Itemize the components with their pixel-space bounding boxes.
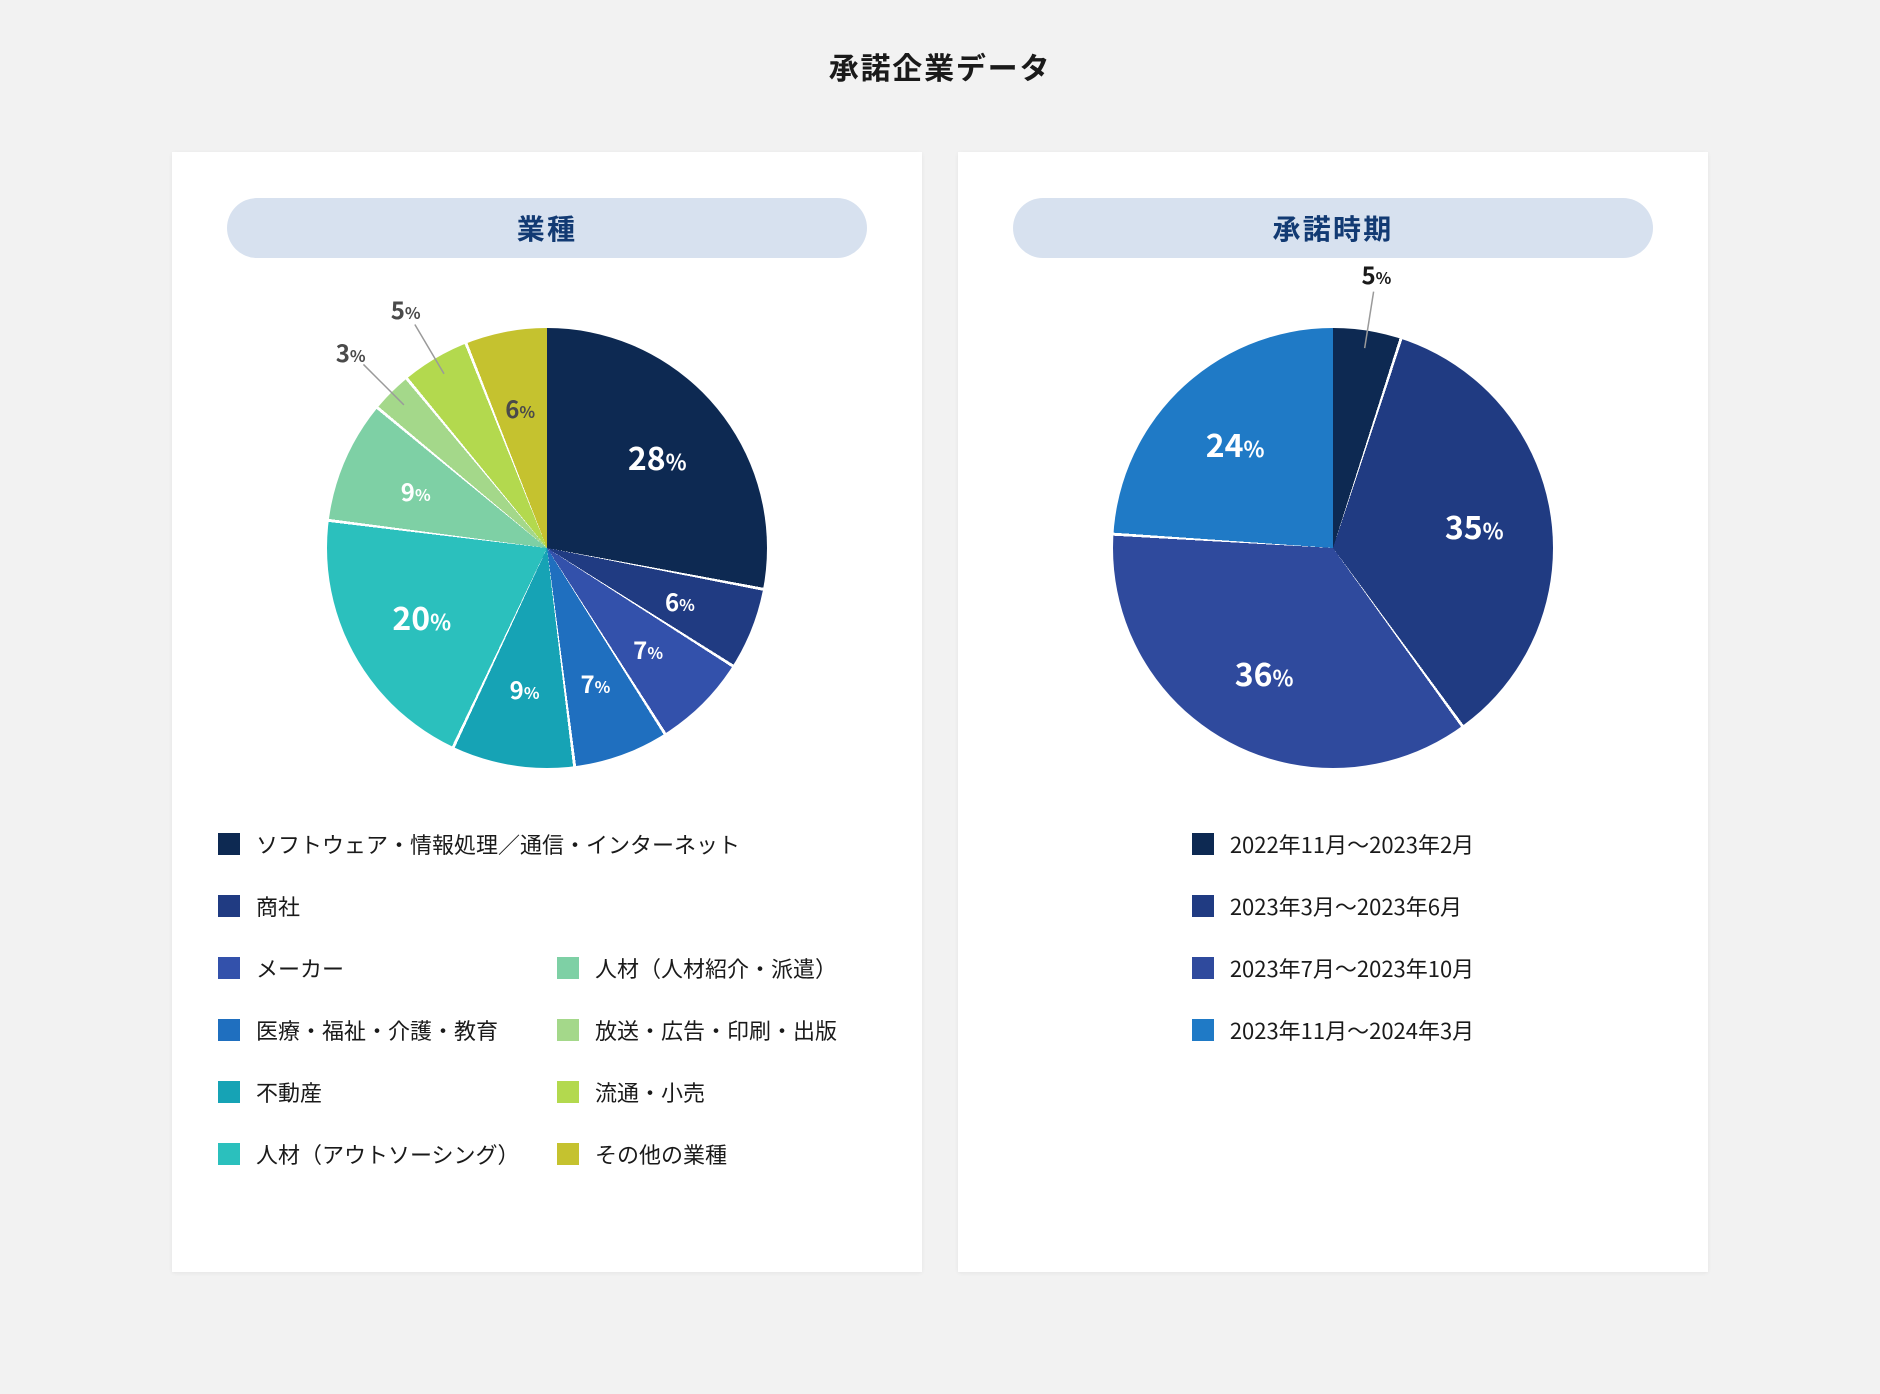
chart-card: 承諾時期5%35%36%24%2022年11月～2023年2月2023年3月～2… bbox=[958, 152, 1708, 1272]
pie-slice-label: 3% bbox=[336, 340, 366, 364]
legend-label: ソフトウェア・情報処理／通信・インターネット bbox=[256, 828, 740, 860]
pie-slice-value: 7 bbox=[633, 631, 647, 666]
pie-slice-value: 20 bbox=[392, 594, 430, 640]
legend-item: その他の業種 bbox=[557, 1138, 876, 1170]
pie-slice-value: 9 bbox=[510, 671, 524, 706]
legend-swatch bbox=[1192, 833, 1214, 855]
legend-item: 2023年7月～2023年10月 bbox=[1192, 952, 1474, 984]
pie-slice-label: 6% bbox=[505, 396, 535, 420]
legend-item: 2022年11月～2023年2月 bbox=[1192, 828, 1474, 860]
legend: ソフトウェア・情報処理／通信・インターネット商社メーカー医療・福祉・介護・教育不… bbox=[218, 828, 876, 1200]
legend-item: 不動産 bbox=[218, 1076, 537, 1108]
percent-sign: % bbox=[519, 399, 535, 423]
legend-label: 人材（人材紹介・派遣） bbox=[595, 952, 837, 984]
legend-item: 流通・小売 bbox=[557, 1076, 876, 1108]
percent-sign: % bbox=[1376, 265, 1392, 289]
percent-sign: % bbox=[595, 674, 611, 698]
percent-sign: % bbox=[415, 482, 431, 506]
legend-swatch bbox=[218, 833, 240, 855]
pie-slice-value: 35 bbox=[1445, 503, 1483, 549]
legend-swatch bbox=[1192, 895, 1214, 917]
pie-slice-value: 24 bbox=[1206, 421, 1244, 467]
card-title: 業種 bbox=[227, 198, 867, 258]
legend-swatch bbox=[1192, 1019, 1214, 1041]
legend-label: 医療・福祉・介護・教育 bbox=[256, 1014, 498, 1046]
callout-line bbox=[217, 218, 877, 878]
pie-slice-value: 5 bbox=[1361, 256, 1375, 291]
legend-label: 放送・広告・印刷・出版 bbox=[595, 1014, 837, 1046]
percent-sign: % bbox=[1273, 662, 1294, 693]
legend-swatch bbox=[557, 957, 579, 979]
percent-sign: % bbox=[1244, 433, 1265, 464]
legend-item: 2023年11月～2024年3月 bbox=[1192, 1014, 1474, 1046]
legend-swatch bbox=[557, 1143, 579, 1165]
legend-item: ソフトウェア・情報処理／通信・インターネット bbox=[218, 828, 876, 860]
legend-item: 人材（アウトソーシング） bbox=[218, 1138, 537, 1170]
pie-slice-label: 36% bbox=[1235, 657, 1294, 689]
pie-slice-value: 9 bbox=[401, 473, 415, 508]
percent-sign: % bbox=[1483, 515, 1504, 546]
pie-slice-label: 9% bbox=[510, 677, 540, 701]
percent-sign: % bbox=[666, 446, 687, 477]
legend-swatch bbox=[1192, 957, 1214, 979]
legend-item: 人材（人材紹介・派遣） bbox=[557, 952, 876, 984]
legend-label: 2023年7月～2023年10月 bbox=[1230, 952, 1474, 984]
legend-label: 商社 bbox=[256, 890, 300, 922]
percent-sign: % bbox=[524, 680, 540, 704]
legend: 2022年11月～2023年2月 2023年3月～2023年6月 2023年7月～2… bbox=[1004, 828, 1662, 1076]
legend-label: メーカー bbox=[256, 952, 344, 984]
pie-slice-value: 28 bbox=[628, 434, 666, 480]
legend-item: 医療・福祉・介護・教育 bbox=[218, 1014, 537, 1046]
pie-slice-label: 7% bbox=[633, 637, 663, 661]
percent-sign: % bbox=[647, 640, 663, 664]
pie-slice-value: 6 bbox=[665, 583, 679, 618]
legend-swatch bbox=[218, 895, 240, 917]
legend-label: 流通・小売 bbox=[595, 1076, 705, 1108]
chart-card: 業種28%6%7%7%9%20%9%3%5%6%ソフトウェア・情報処理／通信・イ… bbox=[172, 152, 922, 1272]
legend-swatch bbox=[218, 1143, 240, 1165]
pie-slice-label: 5% bbox=[1361, 262, 1391, 286]
legend-swatch bbox=[218, 1019, 240, 1041]
pie-slice-value: 5 bbox=[391, 291, 405, 326]
legend-item: 放送・広告・印刷・出版 bbox=[557, 1014, 876, 1046]
legend-label: 2023年3月～2023年6月 bbox=[1230, 890, 1462, 922]
pie-chart: 28%6%7%7%9%20%9%3%5%6% bbox=[327, 328, 767, 768]
legend-label: 2023年11月～2024年3月 bbox=[1230, 1014, 1474, 1046]
pie-slice-label: 35% bbox=[1445, 510, 1504, 542]
callout-line bbox=[217, 218, 877, 878]
pie-slice-label: 28% bbox=[628, 441, 687, 473]
legend-swatch bbox=[218, 1081, 240, 1103]
percent-sign: % bbox=[679, 592, 695, 616]
legend-label: 2022年11月～2023年2月 bbox=[1230, 828, 1474, 860]
legend-swatch bbox=[557, 1019, 579, 1041]
pie-slice-label: 5% bbox=[391, 297, 421, 321]
legend-swatch bbox=[557, 1081, 579, 1103]
percent-sign: % bbox=[405, 300, 421, 324]
legend-label: 人材（アウトソーシング） bbox=[256, 1138, 520, 1170]
pie-slice-label: 6% bbox=[665, 589, 695, 613]
page-title: 承諾企業データ bbox=[0, 44, 1880, 88]
pie-chart: 5%35%36%24% bbox=[1113, 328, 1553, 768]
pie-slice-value: 7 bbox=[580, 665, 594, 700]
percent-sign: % bbox=[430, 606, 451, 637]
legend-label: 不動産 bbox=[256, 1076, 322, 1108]
cards-row: 業種28%6%7%7%9%20%9%3%5%6%ソフトウェア・情報処理／通信・イ… bbox=[0, 152, 1880, 1272]
legend-item: 2023年3月～2023年6月 bbox=[1192, 890, 1474, 922]
legend-item: メーカー bbox=[218, 952, 537, 984]
legend-label: その他の業種 bbox=[595, 1138, 727, 1170]
percent-sign: % bbox=[350, 343, 366, 367]
pie-slice-label: 7% bbox=[580, 671, 610, 695]
callout-line bbox=[1003, 218, 1663, 878]
legend-swatch bbox=[218, 957, 240, 979]
pie-slice-label: 24% bbox=[1206, 428, 1265, 460]
pie-slice-label: 9% bbox=[401, 479, 431, 503]
pie-slice-value: 3 bbox=[336, 334, 350, 369]
pie-slice-value: 6 bbox=[505, 390, 519, 425]
card-title: 承諾時期 bbox=[1013, 198, 1653, 258]
legend-item: 商社 bbox=[218, 890, 876, 922]
pie-slice-label: 20% bbox=[392, 601, 451, 633]
pie-slice-value: 36 bbox=[1235, 650, 1273, 696]
